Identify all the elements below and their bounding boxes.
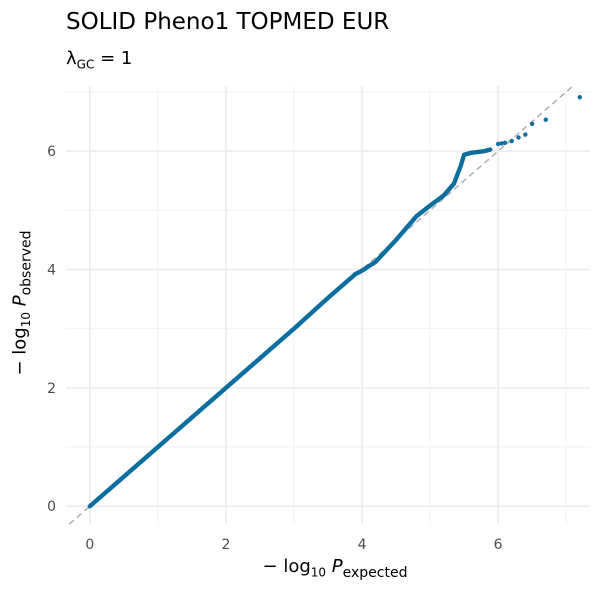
x-tick-label: 2 xyxy=(221,537,230,553)
data-points xyxy=(87,95,582,509)
data-point xyxy=(487,147,493,152)
y-tick-label: 0 xyxy=(47,499,56,515)
data-point xyxy=(577,95,582,100)
x-tick-labels: 0 2 4 6 xyxy=(85,537,502,553)
y-tick-label: 2 xyxy=(47,381,56,397)
data-point xyxy=(529,121,535,127)
y-tick-labels: 0 2 4 6 xyxy=(47,144,56,515)
x-tick-label: 0 xyxy=(85,537,94,553)
chart-title: SOLID Pheno1 TOPMED EUR xyxy=(66,9,390,35)
x-tick-label: 4 xyxy=(358,537,367,553)
y-tick-label: 6 xyxy=(47,144,56,160)
chart-subtitle: λGC = 1 xyxy=(66,48,132,76)
grid-minor xyxy=(66,86,590,524)
x-axis-label: − log10 Pexpected xyxy=(262,556,408,581)
data-point xyxy=(523,132,528,137)
data-point xyxy=(543,117,548,122)
lambda-symbol: λ xyxy=(66,48,77,69)
grid-major xyxy=(66,86,590,524)
data-point xyxy=(509,138,514,144)
x-tick-label: 6 xyxy=(494,537,503,553)
data-point xyxy=(495,141,501,147)
lambda-subscript: GC xyxy=(76,57,95,72)
y-tick-label: 4 xyxy=(47,262,56,278)
data-point xyxy=(516,135,521,140)
lambda-value: = 1 xyxy=(94,48,133,69)
data-point xyxy=(502,140,508,146)
data-point xyxy=(499,141,504,146)
y-axis-label: − log10 Pobserved xyxy=(9,230,35,376)
